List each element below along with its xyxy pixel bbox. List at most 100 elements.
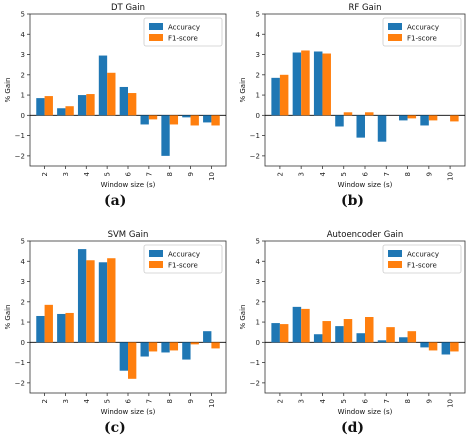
bar-f1-score-8 bbox=[408, 331, 417, 342]
x-tick-label: 9 bbox=[425, 399, 433, 403]
y-tick-label: 0 bbox=[21, 339, 25, 347]
bar-accuracy-8 bbox=[161, 115, 169, 156]
x-tick-label: 5 bbox=[340, 399, 348, 403]
legend-swatch-f1-score bbox=[388, 261, 402, 268]
x-tick-label: 4 bbox=[319, 171, 327, 176]
y-tick-label: −2 bbox=[15, 379, 25, 387]
panel-letter-c: (c) bbox=[104, 420, 126, 436]
bar-f1-score-9 bbox=[429, 342, 438, 350]
legend-swatch-f1-score bbox=[388, 34, 402, 41]
panel-letter-a: (a) bbox=[104, 193, 126, 209]
x-tick-label: 3 bbox=[298, 172, 306, 176]
y-tick-label: 2 bbox=[21, 298, 25, 306]
x-axis-label: Window size (s) bbox=[338, 408, 393, 416]
bar-accuracy-3 bbox=[293, 53, 302, 116]
bar-accuracy-7 bbox=[141, 115, 149, 124]
legend-label-f1-score: F1-score bbox=[168, 35, 198, 43]
bar-f1-score-3 bbox=[301, 309, 310, 342]
legend-label-accuracy: Accuracy bbox=[407, 24, 439, 32]
x-tick-label: 6 bbox=[125, 398, 133, 403]
x-tick-label: 6 bbox=[362, 171, 370, 176]
bar-f1-score-5 bbox=[107, 73, 115, 116]
y-tick-label: 1 bbox=[21, 319, 25, 327]
chart-title: Autoencoder Gain bbox=[327, 230, 404, 240]
x-tick-label: 2 bbox=[41, 399, 49, 403]
y-tick-label: 4 bbox=[256, 31, 261, 39]
bar-accuracy-4 bbox=[78, 249, 86, 342]
bar-f1-score-2 bbox=[45, 305, 53, 342]
y-axis-label: % Gain bbox=[239, 78, 247, 103]
bar-accuracy-5 bbox=[99, 262, 107, 342]
y-tick-label: 5 bbox=[256, 238, 260, 246]
bar-f1-score-2 bbox=[280, 324, 289, 342]
legend-label-accuracy: Accuracy bbox=[168, 251, 200, 259]
x-tick-label: 10 bbox=[208, 172, 216, 181]
legend-label-f1-score: F1-score bbox=[407, 35, 437, 43]
chart-title: DT Gain bbox=[111, 3, 145, 13]
bar-f1-score-10 bbox=[211, 115, 219, 125]
legend-swatch-accuracy bbox=[149, 23, 163, 30]
y-tick-label: 1 bbox=[256, 92, 260, 100]
bar-f1-score-7 bbox=[149, 342, 157, 351]
bar-f1-score-4 bbox=[86, 260, 94, 342]
x-tick-label: 4 bbox=[83, 171, 91, 176]
x-tick-label: 7 bbox=[383, 399, 391, 403]
bar-f1-score-10 bbox=[450, 115, 459, 121]
x-tick-label: 9 bbox=[187, 172, 195, 176]
bar-accuracy-9 bbox=[420, 342, 429, 347]
x-tick-label: 2 bbox=[276, 172, 284, 176]
bar-accuracy-2 bbox=[271, 323, 280, 342]
bar-accuracy-2 bbox=[36, 316, 44, 342]
x-tick-label: 6 bbox=[125, 171, 133, 176]
bar-accuracy-8 bbox=[399, 337, 408, 342]
y-tick-label: 1 bbox=[21, 92, 25, 100]
bar-f1-score-8 bbox=[170, 115, 178, 124]
y-tick-label: 5 bbox=[256, 11, 260, 19]
y-tick-label: 2 bbox=[21, 71, 25, 79]
y-tick-label: 4 bbox=[21, 258, 26, 266]
bar-accuracy-9 bbox=[182, 115, 190, 117]
y-tick-label: 3 bbox=[256, 51, 260, 59]
x-tick-label: 3 bbox=[298, 399, 306, 403]
y-tick-label: −2 bbox=[250, 152, 260, 160]
bar-f1-score-6 bbox=[365, 112, 374, 115]
bar-accuracy-3 bbox=[57, 108, 65, 115]
bar-f1-score-2 bbox=[45, 96, 53, 115]
y-tick-label: 0 bbox=[21, 112, 25, 120]
bar-accuracy-8 bbox=[161, 342, 169, 352]
legend-label-accuracy: Accuracy bbox=[407, 251, 439, 259]
bar-f1-score-2 bbox=[280, 75, 289, 116]
y-tick-label: −1 bbox=[250, 359, 260, 367]
bar-f1-score-4 bbox=[322, 54, 331, 116]
bar-f1-score-10 bbox=[450, 342, 459, 351]
x-tick-label: 6 bbox=[362, 398, 370, 403]
bar-f1-score-9 bbox=[429, 115, 438, 120]
x-tick-label: 7 bbox=[145, 399, 153, 403]
y-tick-label: −1 bbox=[15, 359, 25, 367]
bar-f1-score-9 bbox=[191, 342, 199, 344]
y-tick-label: 2 bbox=[256, 71, 260, 79]
x-tick-label: 3 bbox=[62, 399, 70, 403]
y-tick-label: 4 bbox=[21, 31, 26, 39]
y-tick-label: 3 bbox=[21, 51, 25, 59]
bar-f1-score-3 bbox=[301, 50, 310, 115]
panel-letter-b: (b) bbox=[341, 193, 364, 209]
bar-accuracy-2 bbox=[36, 98, 44, 115]
x-axis-label: Window size (s) bbox=[101, 181, 156, 189]
x-tick-label: 2 bbox=[41, 172, 49, 176]
panel-letter-d: (d) bbox=[341, 420, 364, 436]
x-tick-label: 5 bbox=[104, 399, 112, 403]
x-tick-label: 3 bbox=[62, 172, 70, 176]
y-tick-label: 2 bbox=[256, 298, 260, 306]
x-tick-label: 8 bbox=[404, 172, 412, 176]
legend-swatch-accuracy bbox=[149, 250, 163, 257]
